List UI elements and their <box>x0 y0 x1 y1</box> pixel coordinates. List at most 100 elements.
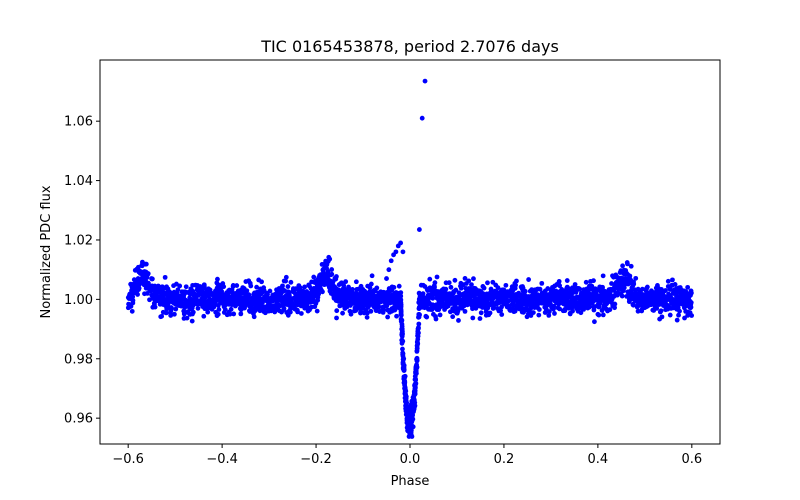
data-point <box>329 271 335 277</box>
data-point <box>685 284 691 290</box>
data-point <box>367 285 373 290</box>
data-point <box>302 284 307 290</box>
data-point <box>621 285 627 291</box>
data-point <box>150 276 155 282</box>
data-point <box>215 276 220 282</box>
data-point <box>443 286 449 292</box>
data-point <box>195 305 201 311</box>
data-point <box>222 307 228 313</box>
data-point <box>536 312 542 318</box>
data-point <box>175 287 181 293</box>
data-point <box>264 291 270 297</box>
data-point <box>295 309 301 315</box>
data-point <box>578 310 584 316</box>
data-point <box>411 398 417 403</box>
y-tick-label: 1.06 <box>64 115 93 130</box>
data-point <box>246 292 252 298</box>
data-point <box>412 373 418 379</box>
data-point <box>677 308 682 314</box>
data-point <box>348 311 354 317</box>
data-point <box>402 399 408 404</box>
data-point <box>183 284 189 290</box>
data-point <box>403 388 409 394</box>
data-point <box>215 311 221 317</box>
data-point <box>401 363 407 368</box>
data-point <box>600 284 605 290</box>
data-point <box>572 282 578 287</box>
data-point <box>384 276 389 281</box>
data-point <box>676 312 681 318</box>
data-point <box>316 291 322 297</box>
data-point <box>205 309 211 315</box>
data-point <box>498 308 504 313</box>
data-point <box>298 311 304 316</box>
data-point <box>398 293 404 299</box>
data-point <box>513 282 518 288</box>
data-point <box>654 305 660 311</box>
data-point <box>688 300 694 305</box>
data-point <box>393 249 399 255</box>
data-point <box>234 283 240 288</box>
data-point <box>350 287 355 292</box>
data-point <box>600 273 606 279</box>
x-tick-label: −0.2 <box>300 452 332 467</box>
data-point <box>248 283 254 289</box>
y-tick-label: 0.96 <box>64 412 93 427</box>
data-point <box>320 289 325 295</box>
data-point <box>467 296 473 302</box>
x-tick-label: 0.6 <box>681 452 702 467</box>
data-point <box>688 304 694 310</box>
data-point <box>546 309 552 314</box>
data-point <box>446 280 452 286</box>
data-point <box>228 306 234 312</box>
data-point <box>369 273 375 279</box>
data-point <box>244 288 250 294</box>
data-point <box>552 311 557 316</box>
data-point <box>297 285 303 291</box>
y-tick-label: 1.02 <box>64 233 93 248</box>
data-point <box>401 376 407 382</box>
x-tick-label: −0.4 <box>206 452 238 467</box>
data-point <box>591 278 596 284</box>
data-point <box>499 312 505 317</box>
data-point <box>416 321 422 327</box>
data-point <box>398 304 404 310</box>
data-point <box>414 362 419 368</box>
data-point <box>251 314 257 320</box>
data-point <box>432 284 437 290</box>
data-point <box>267 288 273 294</box>
data-point <box>388 258 394 264</box>
data-point <box>663 288 668 293</box>
data-point <box>471 276 476 282</box>
data-point <box>478 310 484 316</box>
data-point <box>481 285 487 291</box>
x-tick-label: −0.6 <box>112 452 144 467</box>
data-point <box>406 417 412 423</box>
data-point <box>184 315 190 321</box>
data-point <box>416 312 422 318</box>
data-point <box>190 309 196 315</box>
data-point <box>403 403 408 409</box>
data-point <box>674 317 680 323</box>
data-point <box>189 318 195 324</box>
data-point <box>368 281 374 287</box>
data-point <box>343 279 349 285</box>
data-point <box>583 279 589 285</box>
data-point <box>526 277 532 282</box>
data-point <box>619 293 625 299</box>
data-point <box>607 307 613 313</box>
data-point <box>259 279 264 285</box>
data-point <box>628 263 634 269</box>
data-point <box>400 352 406 358</box>
data-point <box>399 324 405 329</box>
data-point <box>530 310 536 315</box>
data-point <box>596 304 602 310</box>
data-point <box>635 308 641 314</box>
data-point <box>415 336 421 342</box>
data-point <box>173 306 179 312</box>
data-point <box>427 276 433 282</box>
data-point <box>412 388 418 394</box>
data-point <box>364 314 370 320</box>
data-point <box>162 274 168 280</box>
